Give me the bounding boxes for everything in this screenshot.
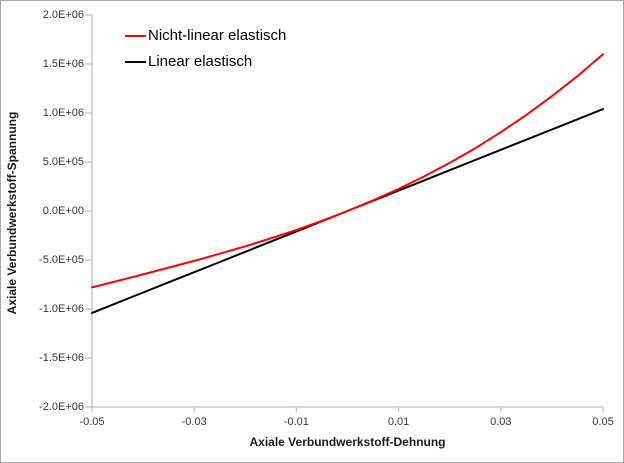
y-tick-label: 5.0E+05 xyxy=(42,155,84,168)
x-tick-label: 0.01 xyxy=(387,416,410,428)
x-tick-label: 0.05 xyxy=(592,416,614,428)
y-tick-label: -5.0E+05 xyxy=(39,253,84,266)
legend-label-nonlinear-elastic: Nicht-linear elastisch xyxy=(148,27,287,44)
series-line-nonlinear xyxy=(91,53,604,289)
x-tick-label: 0.03 xyxy=(490,416,512,428)
x-tick-label: -0.05 xyxy=(79,416,105,428)
legend: Nicht-linear elastisch Linear elastisch xyxy=(125,25,286,72)
legend-label-linear-elastic: Linear elastisch xyxy=(148,53,253,70)
y-tick-label: -2.0E+06 xyxy=(39,400,84,413)
y-tick-label: -1.0E+06 xyxy=(39,302,84,315)
x-axis-title: Axiale Verbundwerkstoff-Dehnung xyxy=(249,435,446,449)
legend-item-nonlinear-elastic: Nicht-linear elastisch xyxy=(125,25,286,46)
x-tick-label: -0.01 xyxy=(283,416,309,428)
y-tick-label: -1.5E+06 xyxy=(39,351,84,364)
y-tick-label: 0.0E+00 xyxy=(42,204,84,217)
legend-line-swatch-black xyxy=(125,60,146,63)
y-tick-label: 2.0E+06 xyxy=(42,8,84,21)
legend-item-linear-elastic: Linear elastisch xyxy=(125,51,286,72)
y-tick-label: 1.0E+06 xyxy=(42,106,84,119)
y-axis-title: Axiale Verbundwerkstoff-Spannung xyxy=(5,111,19,315)
y-tick-label: 1.5E+06 xyxy=(42,57,84,70)
x-tick-label: -0.03 xyxy=(181,416,207,428)
legend-line-swatch-red xyxy=(125,34,146,37)
